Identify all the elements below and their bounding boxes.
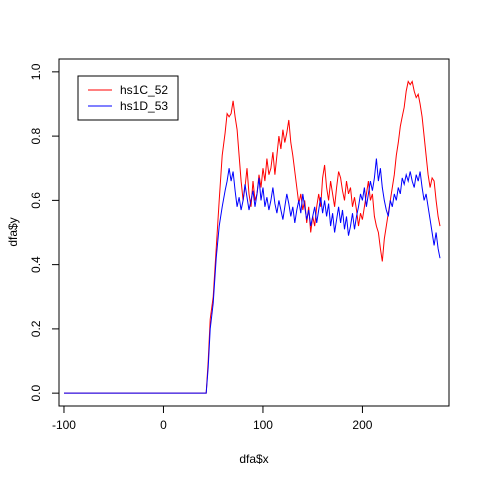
x-tick-label: 0 (160, 418, 167, 432)
series-layer (64, 80, 441, 394)
x-tick-label: 200 (352, 418, 372, 432)
y-tick-label: 1.0 (29, 63, 43, 80)
legend-box (77, 75, 179, 121)
legend: hs1C_52 hs1D_53 (77, 75, 179, 121)
x-axis-label: dfa$x (239, 452, 268, 466)
x-axis: -100 0 100 200 (52, 405, 373, 432)
legend-label-hs1d-53: hs1D_53 (120, 99, 168, 113)
legend-label-hs1c-52: hs1C_52 (120, 83, 168, 97)
y-tick-label: 0.8 (29, 127, 43, 144)
y-tick-label: 0.6 (29, 192, 43, 209)
y-axis: 0.0 0.2 0.4 0.6 0.8 1.0 (29, 63, 60, 401)
series-line-hs1c-52 (64, 80, 441, 394)
y-tick-label: 0.2 (29, 320, 43, 337)
series-line-hs1d-53 (64, 158, 441, 394)
x-tick-label: -100 (52, 418, 76, 432)
y-axis-label: dfa$y (6, 217, 20, 246)
y-tick-label: 0.4 (29, 256, 43, 273)
y-tick-label: 0.0 (29, 384, 43, 401)
x-tick-label: 100 (253, 418, 273, 432)
